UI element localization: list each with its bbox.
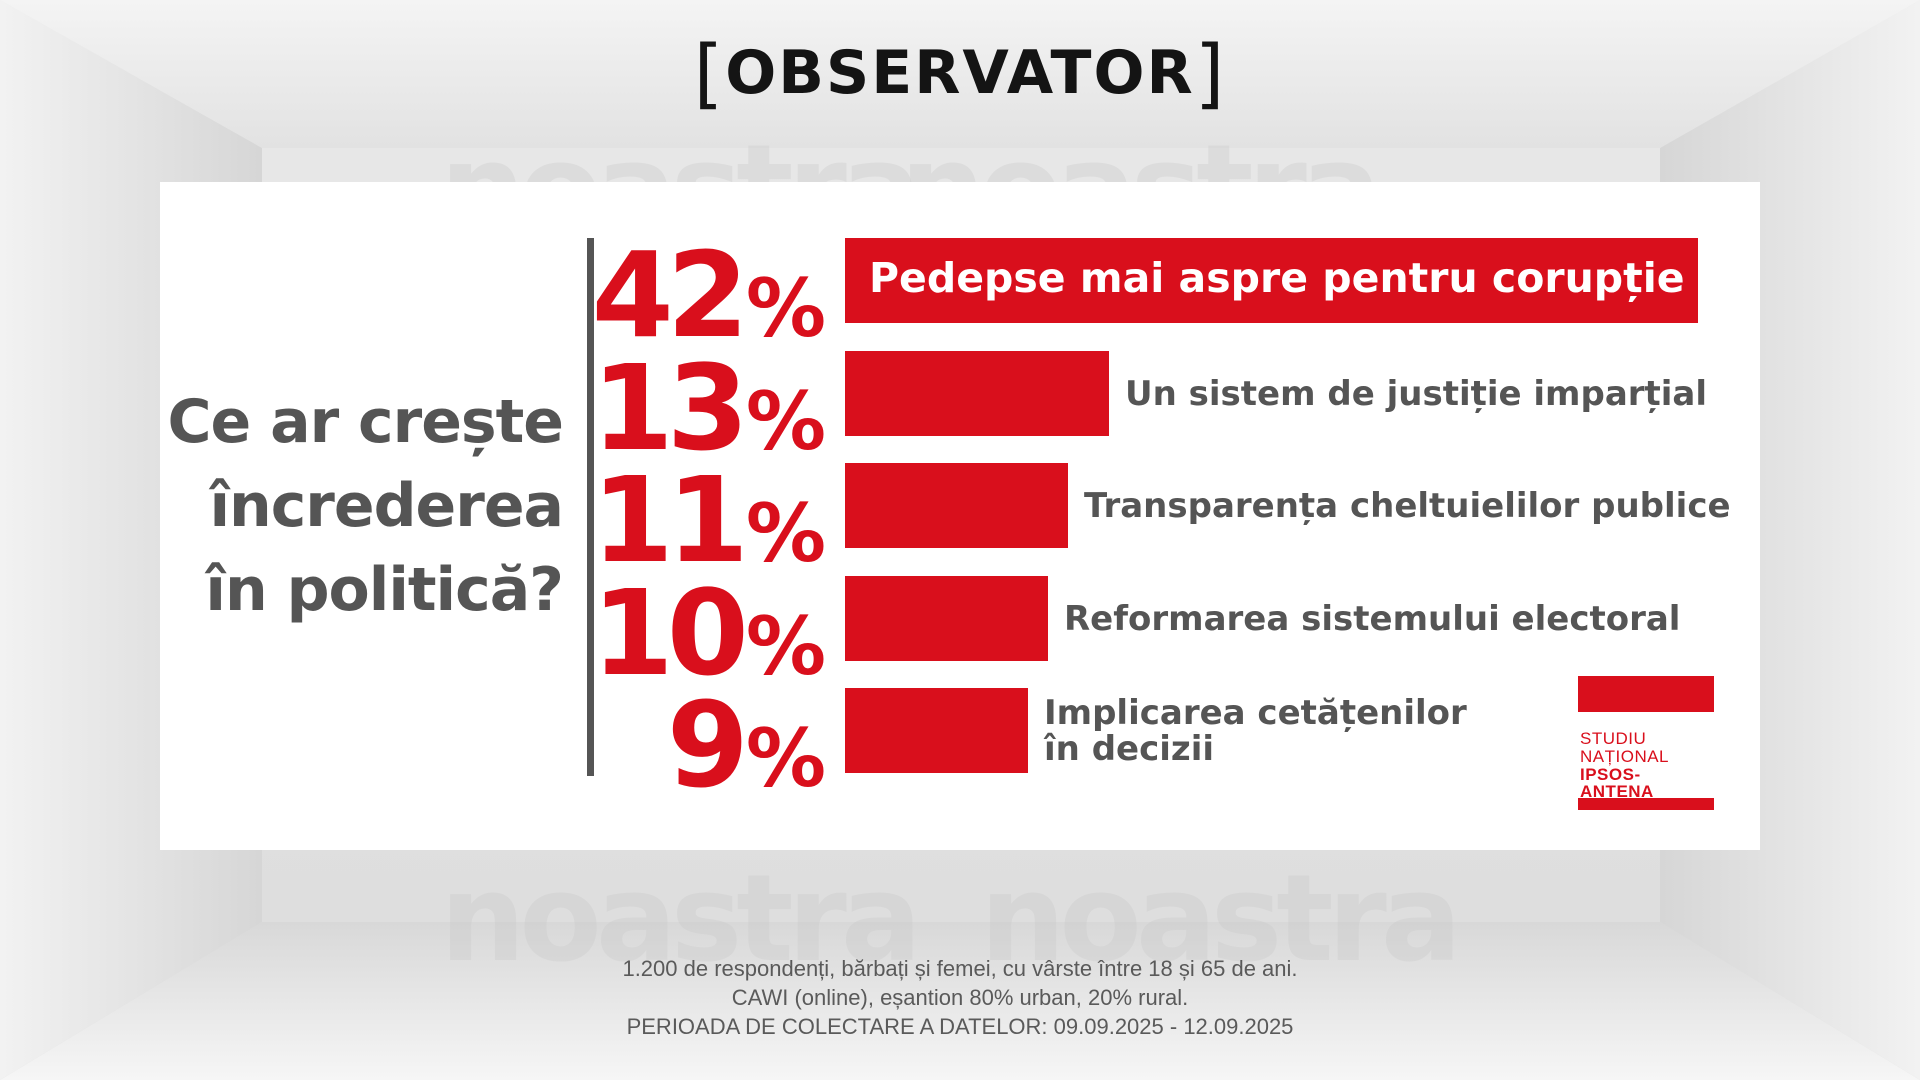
bar-category-label: Reformarea sistemului electoral — [1064, 601, 1680, 637]
chart-panel-tab — [1675, 218, 1720, 850]
bar-value-number: 10 — [591, 564, 749, 702]
bar — [845, 688, 1028, 773]
observator-logo: [OBSERVATOR] — [0, 22, 1920, 117]
bar-value-number: 11 — [591, 451, 749, 589]
bar — [845, 351, 1109, 436]
badge-strip-bottom — [1578, 798, 1714, 810]
bar-category-label-line: Pedepse mai aspre pentru corupție — [869, 254, 1685, 302]
bar-value-number: 13 — [591, 339, 749, 477]
survey-footnote: 1.200 de respondenți, bărbați și femei, … — [0, 954, 1920, 1041]
bar-value-label: 11% — [586, 461, 826, 579]
bar-category-label: Transparența cheltuielilor publice — [1084, 488, 1731, 524]
badge-strip-top — [1578, 676, 1714, 712]
bar-value-percent-sign: % — [745, 262, 826, 355]
ipsos-antena-badge: STUDIU NAȚIONAL IPSOS-ANTENA — [1578, 676, 1714, 812]
logo-bracket-open: [ — [693, 28, 726, 117]
bar-category-label-line: Transparența cheltuielilor publice — [1084, 486, 1731, 526]
bar-value-label: 13% — [586, 349, 826, 467]
bar — [845, 238, 1698, 323]
bar-value-number: 9 — [666, 676, 749, 814]
question-line: încrederea — [209, 471, 564, 541]
bar-value-label: 10% — [586, 574, 826, 692]
bar-category-label: Un sistem de justiție imparțial — [1125, 376, 1707, 412]
badge-line: STUDIU — [1580, 729, 1647, 748]
bar-category-label: Pedepse mai aspre pentru corupție — [869, 254, 1685, 302]
footnote-line: PERIOADA DE COLECTARE A DATELOR: 09.09.2… — [626, 1014, 1294, 1039]
vertical-divider — [587, 238, 594, 776]
bar-category-label-line: Implicarea cetățenilor — [1044, 693, 1467, 733]
bar-value-label: 9% — [586, 686, 826, 804]
bar — [845, 576, 1048, 661]
badge-line: IPSOS-ANTENA — [1580, 765, 1654, 801]
bar-value-label: 42% — [586, 236, 826, 354]
bar-category-label-line: în decizii — [1044, 729, 1214, 769]
bar-value-percent-sign: % — [745, 375, 826, 468]
badge-line: NAȚIONAL — [1580, 747, 1670, 766]
footnote-line: CAWI (online), eșantion 80% urban, 20% r… — [731, 985, 1189, 1010]
bar-value-percent-sign: % — [745, 487, 826, 580]
footnote-line: 1.200 de respondenți, bărbați și femei, … — [622, 956, 1298, 981]
bar — [845, 463, 1068, 548]
question-line: în politică? — [205, 555, 564, 625]
bar-value-percent-sign: % — [745, 712, 826, 805]
bar-category-label: Implicarea cetățenilor în decizii — [1044, 695, 1467, 767]
logo-text: OBSERVATOR — [725, 38, 1195, 108]
logo-bracket-close: ] — [1194, 28, 1227, 117]
bar-value-number: 42 — [591, 226, 749, 364]
chart-question: Ce ar crește încrederea în politică? — [160, 380, 564, 632]
bar-value-percent-sign: % — [745, 600, 826, 693]
bar-category-label-line: Un sistem de justiție imparțial — [1125, 374, 1708, 414]
question-line: Ce ar crește — [167, 387, 564, 457]
bar-category-label-line: Reformarea sistemului electoral — [1064, 599, 1681, 639]
